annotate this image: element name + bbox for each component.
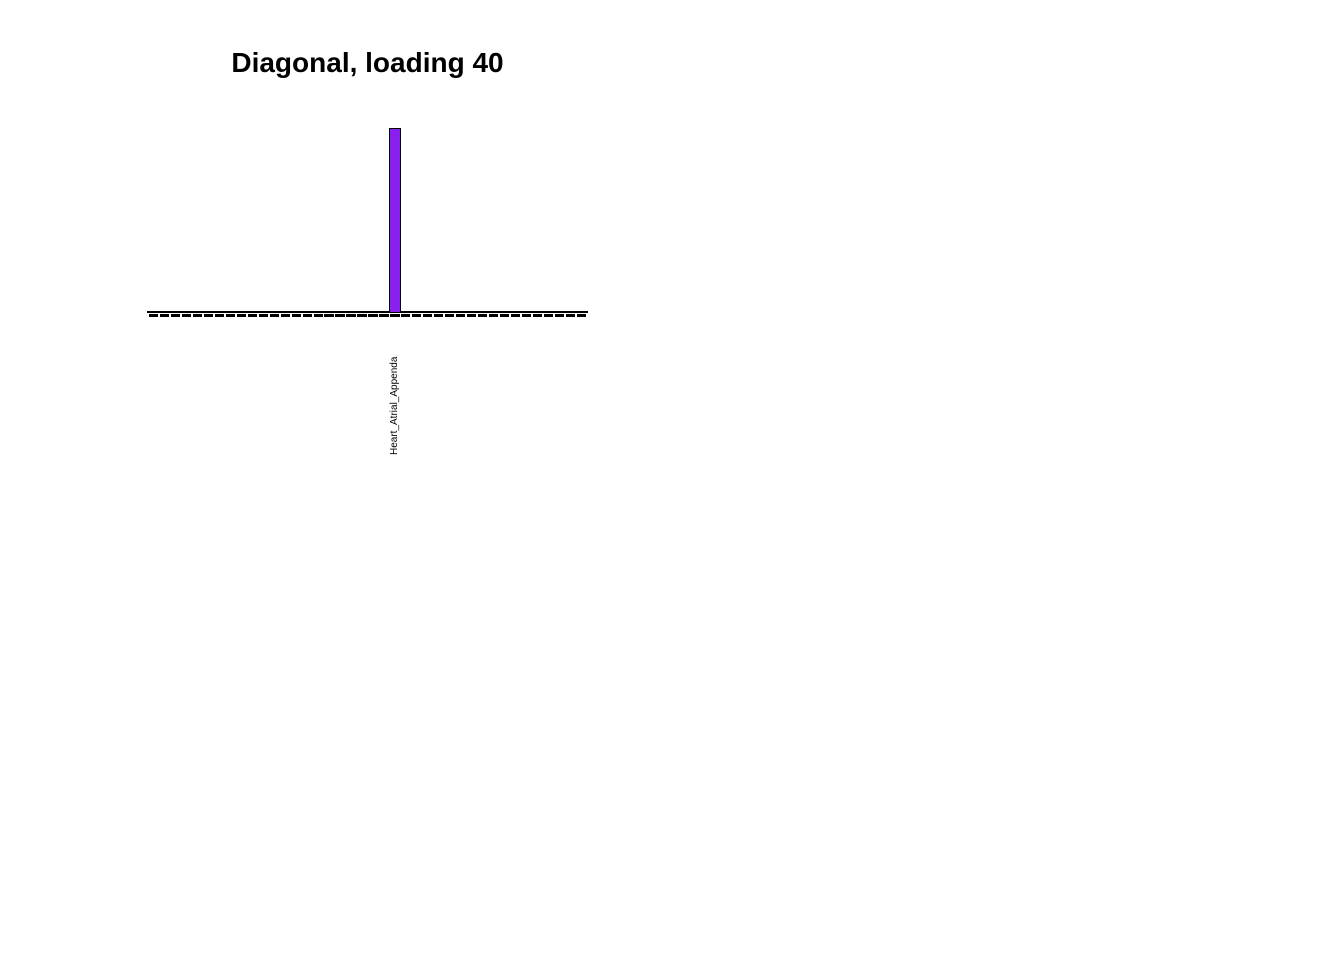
zero-bar [269, 314, 279, 317]
zero-bar [346, 314, 356, 317]
zero-bar [214, 314, 224, 317]
zero-bar [401, 314, 411, 317]
zero-bar [533, 314, 543, 317]
zero-bar [555, 314, 565, 317]
zero-bar [181, 314, 191, 317]
zero-bar [434, 314, 444, 317]
zero-bar [467, 314, 477, 317]
zero-bar [302, 314, 312, 317]
zero-bar [203, 314, 213, 317]
zero-bar [423, 314, 433, 317]
loading-bar [388, 128, 401, 313]
zero-bar [478, 314, 488, 317]
zero-bar [379, 314, 389, 317]
zero-bar [500, 314, 510, 317]
zero-bar [445, 314, 455, 317]
zero-bar [522, 314, 532, 317]
x-tick-label: Heart_Atrial_Appenda [388, 356, 400, 455]
zero-bar [192, 314, 202, 317]
zero-bar [544, 314, 554, 317]
zero-bar [489, 314, 499, 317]
zero-bar [236, 314, 246, 317]
zero-bar [159, 314, 169, 317]
zero-bar [357, 314, 367, 317]
zero-bar [148, 314, 158, 317]
zero-bar [313, 314, 323, 317]
zero-bar [225, 314, 235, 317]
zero-bar [390, 314, 400, 317]
zero-bar [247, 314, 257, 317]
x-axis-line [147, 311, 588, 313]
zero-bar [258, 314, 268, 317]
zero-bar [412, 314, 422, 317]
zero-bar [456, 314, 466, 317]
zero-bar [566, 314, 576, 317]
zero-bar [577, 314, 587, 317]
zero-bar [291, 314, 301, 317]
zero-bar [368, 314, 378, 317]
zero-bar [280, 314, 290, 317]
zero-bar [335, 314, 345, 317]
zero-bar [170, 314, 180, 317]
zero-bar [511, 314, 521, 317]
chart-title: Diagonal, loading 40 [231, 47, 504, 78]
zero-bar [324, 314, 334, 317]
